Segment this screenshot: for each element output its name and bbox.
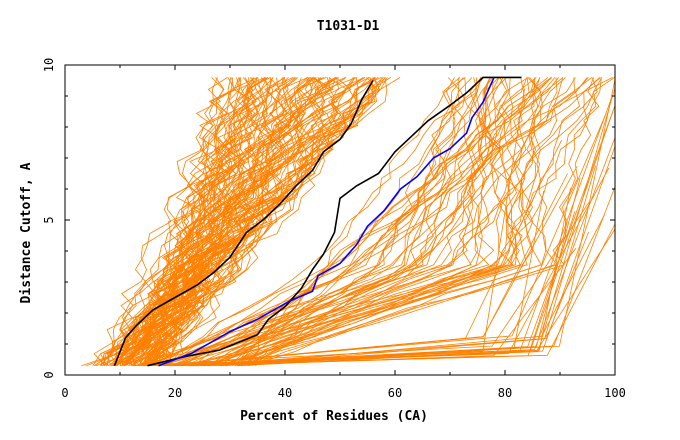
ensemble-curve-187	[180, 146, 616, 367]
x-axis-label: Percent of Residues (CA)	[240, 409, 428, 424]
ensemble-curve-150	[202, 77, 498, 367]
ensemble-curve-103	[142, 77, 288, 367]
chart-title: T1031-D1	[317, 19, 380, 34]
x-tick-label-4: 80	[498, 386, 512, 400]
x-axis: 0 20 40 60 80 100	[61, 65, 626, 400]
highlight-series-2	[158, 77, 495, 367]
ensemble-curve-193	[164, 112, 607, 367]
ensemble-curve-153	[218, 77, 542, 367]
ensemble-curve-140	[161, 77, 520, 367]
ensemble-curve-107	[148, 77, 309, 366]
ensemble-curve-12	[123, 77, 380, 367]
ensemble-curve-166	[248, 77, 598, 367]
ensemble-curve-146	[159, 77, 530, 367]
ensemble-curve-159	[185, 77, 500, 367]
ensemble-curve-151	[151, 77, 529, 367]
ensemble-curve-96	[86, 77, 376, 367]
ensemble-curve-64	[145, 77, 356, 366]
ensemble-curve-99	[137, 77, 241, 366]
ensemble-curve-160	[209, 77, 563, 367]
ensemble-curve-65	[150, 77, 346, 367]
ensemble-lines	[81, 77, 616, 367]
ensemble-curve-168	[192, 77, 500, 367]
ensemble-curve-144	[172, 77, 528, 367]
ensemble-curve-165	[219, 77, 600, 367]
ensemble-curve-72	[112, 77, 378, 367]
ensemble-curve-182	[238, 187, 571, 367]
ensemble-curve-70	[155, 77, 255, 366]
ensemble-curve-105	[144, 77, 234, 367]
ensemble-curve-95	[143, 77, 330, 366]
ensemble-curve-93	[128, 77, 315, 366]
y-axis: 0 5 10	[42, 58, 615, 379]
ensemble-curve-123	[179, 77, 553, 367]
ensemble-curve-33	[152, 77, 379, 367]
ensemble-curve-82	[151, 77, 352, 366]
ensemble-curve-137	[153, 77, 516, 367]
y-tick-label-2: 10	[42, 58, 56, 72]
ensemble-curve-98	[113, 77, 325, 367]
ensemble-curve-167	[161, 77, 507, 367]
ensemble-curve-108	[120, 77, 258, 366]
ensemble-curve-192	[206, 247, 577, 367]
x-tick-label-2: 40	[278, 386, 292, 400]
ensemble-curve-120	[225, 77, 504, 367]
x-tick-label-3: 60	[388, 386, 402, 400]
ensemble-curve-134	[171, 77, 558, 367]
y-tick-label-0: 0	[42, 371, 56, 378]
ensemble-curve-184	[198, 231, 589, 367]
highlight-series-1	[147, 76, 522, 367]
ensemble-curve-158	[209, 77, 576, 367]
ensemble-curve-104	[111, 77, 374, 367]
ensemble-curve-122	[183, 77, 528, 367]
highlight-series-0	[113, 80, 374, 366]
ensemble-curve-194	[185, 107, 615, 367]
ensemble-curve-85	[135, 77, 269, 366]
ensemble-curve-109	[130, 77, 310, 366]
ensemble-curve-54	[120, 77, 347, 367]
ensemble-curve-68	[94, 77, 228, 367]
ensemble-curve-110	[239, 77, 542, 367]
ensemble-curve-130	[145, 77, 467, 367]
ensemble-curve-106	[123, 77, 313, 367]
ensemble-curve-183	[132, 202, 590, 367]
ensemble-curve-190	[236, 186, 616, 367]
ensemble-curve-48	[111, 77, 312, 367]
ensemble-curve-14	[117, 77, 218, 366]
ensemble-curve-154	[172, 77, 543, 367]
y-tick-label-1: 5	[42, 216, 56, 223]
ensemble-curve-78	[152, 77, 324, 366]
ensemble-curve-101	[146, 77, 366, 367]
ensemble-curve-87	[118, 77, 261, 366]
x-tick-label-0: 0	[61, 386, 68, 400]
ensemble-curve-142	[156, 77, 494, 367]
ensemble-curve-57	[100, 77, 268, 366]
x-tick-label-1: 20	[168, 386, 182, 400]
ensemble-curve-88	[146, 77, 255, 366]
ensemble-curve-81	[141, 77, 338, 366]
ensemble-curve-7	[128, 77, 382, 366]
ensemble-curve-18	[165, 77, 374, 367]
ensemble-curve-169	[162, 77, 473, 367]
ensemble-curve-84	[125, 77, 388, 366]
ensemble-curve-163	[185, 77, 559, 366]
highlight-lines	[113, 76, 522, 367]
ensemble-curve-60	[100, 77, 336, 366]
ensemble-curve-157	[237, 77, 484, 367]
ensemble-curve-149	[211, 77, 541, 367]
ensemble-curve-10	[148, 77, 380, 366]
x-tick-label-5: 100	[604, 386, 626, 400]
y-axis-label: Distance Cutoff, A	[19, 162, 34, 303]
ensemble-curve-116	[168, 77, 552, 366]
